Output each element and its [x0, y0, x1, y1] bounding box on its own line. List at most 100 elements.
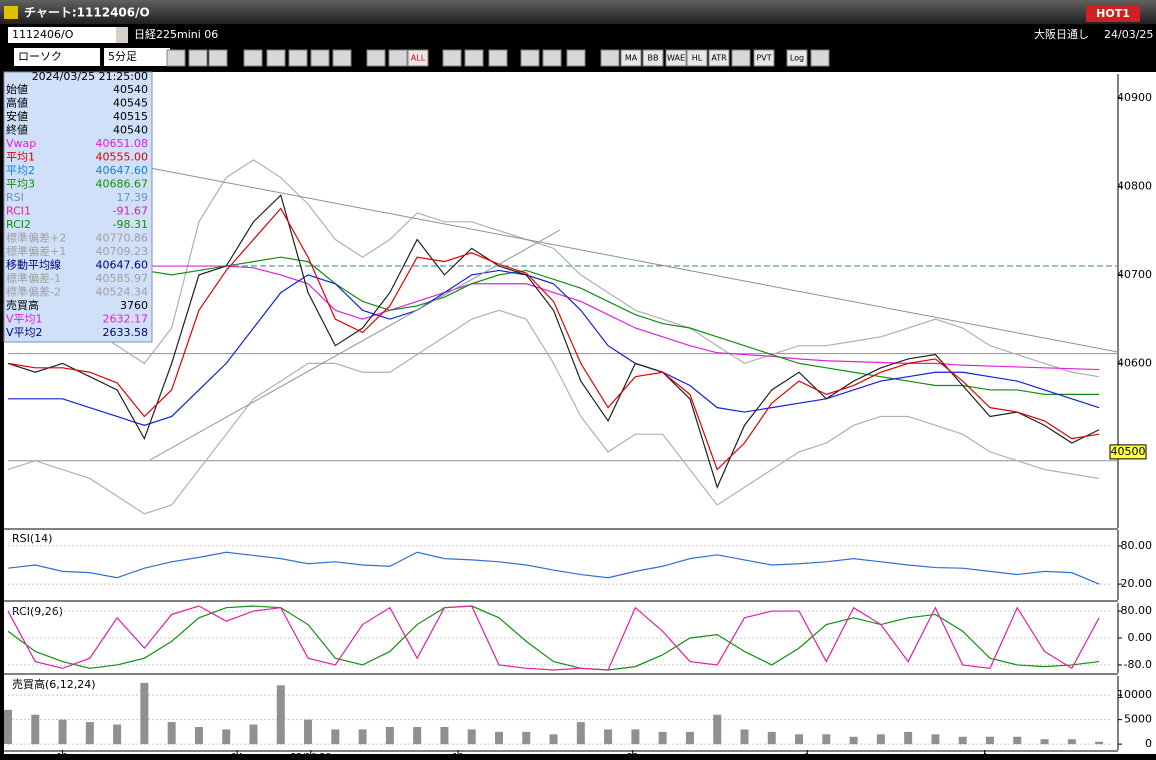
info-value: 40686.67: [96, 178, 149, 191]
volume-bar: [440, 726, 449, 745]
volume-bar: [4, 709, 12, 745]
tool-button[interactable]: [620, 49, 642, 67]
info-value: 40585.97: [96, 272, 149, 285]
tool-icon[interactable]: [488, 49, 508, 67]
hot-button[interactable]: [1086, 6, 1140, 22]
tool-icon[interactable]: [442, 49, 462, 67]
info-label: 平均1: [6, 151, 35, 164]
volume-bar: [822, 734, 831, 745]
volume-bar: [576, 722, 585, 745]
info-label: RCI2: [6, 218, 31, 231]
y-tick-label: 40600: [1117, 356, 1152, 369]
hot-label: HOT1: [1096, 7, 1130, 20]
tool-icon[interactable]: [208, 49, 228, 67]
tool-icon[interactable]: [520, 49, 540, 67]
volume-bar: [249, 724, 258, 745]
volume-bar: [494, 731, 503, 745]
info-label: 始値: [6, 82, 28, 96]
volume-bar: [58, 719, 67, 745]
info-label: 移動平均線: [6, 258, 61, 272]
volume-bar: [113, 724, 122, 745]
app-icon: [4, 6, 18, 19]
volume-bar: [1095, 741, 1104, 745]
volume-bar: [522, 731, 531, 745]
y-tick-label: 0.00: [1128, 631, 1153, 644]
info-label: RSI: [6, 191, 24, 204]
tool-icon[interactable]: [188, 49, 208, 67]
tool-button[interactable]: [786, 49, 808, 67]
info-label: 平均3: [6, 178, 35, 191]
tool-icon[interactable]: [366, 49, 386, 67]
series-line: [8, 265, 1100, 371]
trendline: [149, 167, 1119, 353]
symbol-dropdown[interactable]: [116, 27, 128, 43]
tool-icon[interactable]: [332, 49, 352, 67]
volume-bar: [385, 726, 394, 745]
symbol-input[interactable]: [8, 27, 116, 43]
volume-bar: [931, 734, 940, 745]
info-datetime: 2024/03/25 21:25:00: [32, 70, 148, 83]
volume-bar: [413, 726, 422, 745]
series-line: [7, 605, 1100, 671]
info-label: 安値: [6, 109, 28, 123]
y-tick-label: 40900: [1117, 91, 1152, 104]
tool-icon[interactable]: [600, 49, 620, 67]
info-value: 2633.58: [103, 326, 149, 339]
info-value: -91.67: [113, 205, 148, 218]
series-line: [7, 194, 1100, 490]
volume-bar: [740, 729, 749, 745]
chart-area: [4, 72, 1156, 754]
volume-bar: [222, 729, 231, 745]
volume-bar: [1067, 739, 1076, 745]
volume-bar: [985, 736, 994, 745]
info-value: 40545: [113, 97, 148, 110]
info-value: 40651.08: [96, 137, 149, 150]
tool-button-label: ALL: [411, 54, 426, 63]
current-price-label: 40500: [1111, 445, 1146, 458]
volume-bar: [194, 726, 203, 745]
tool-icon[interactable]: [566, 49, 586, 67]
info-value: 40540: [113, 83, 148, 96]
tool-icon[interactable]: [288, 49, 308, 67]
tool-button-label: HL: [692, 54, 703, 63]
interval-select[interactable]: [104, 48, 170, 66]
style-select[interactable]: [14, 48, 100, 66]
tool-button-label: BB: [648, 54, 659, 63]
tool-icon[interactable]: [266, 49, 286, 67]
volume-bar: [795, 734, 804, 745]
x-tick-label: 19: [452, 753, 464, 760]
tool-icon[interactable]: [166, 49, 186, 67]
volume-bar: [604, 729, 613, 745]
volume-bar: [958, 736, 967, 745]
series-line: [7, 207, 1100, 471]
tool-icon[interactable]: [243, 49, 263, 67]
series-line: [7, 551, 1100, 585]
tool-icon[interactable]: [464, 49, 484, 67]
tool-button[interactable]: [665, 49, 687, 67]
tool-icon[interactable]: [542, 49, 562, 67]
tool-icon[interactable]: [810, 49, 830, 67]
tool-icon[interactable]: [310, 49, 330, 67]
y-tick-label: 80.00: [1121, 604, 1153, 617]
volume-bar: [904, 731, 913, 745]
tool-icon[interactable]: [388, 49, 408, 67]
tool-button[interactable]: [407, 49, 429, 67]
volume-bar: [658, 731, 667, 745]
info-value: 40647.60: [96, 259, 149, 272]
series-line: [8, 269, 1100, 426]
tool-button[interactable]: [686, 49, 708, 67]
y-tick-label: 40800: [1117, 179, 1152, 192]
x-tick-label: 22: [627, 753, 638, 760]
info-label: 売買高: [6, 298, 39, 312]
volume-bar: [358, 729, 367, 745]
trendline: [149, 229, 561, 461]
tool-icon[interactable]: [731, 49, 751, 67]
x-tick-label: 4: [982, 753, 988, 760]
tool-button[interactable]: [708, 49, 730, 67]
volume-bar: [85, 722, 94, 745]
tool-button-label: ATR: [711, 54, 727, 63]
style-label: ローソク: [18, 50, 62, 63]
tool-button[interactable]: [642, 49, 664, 67]
tool-button[interactable]: [753, 49, 775, 67]
volume-bar: [549, 734, 558, 745]
